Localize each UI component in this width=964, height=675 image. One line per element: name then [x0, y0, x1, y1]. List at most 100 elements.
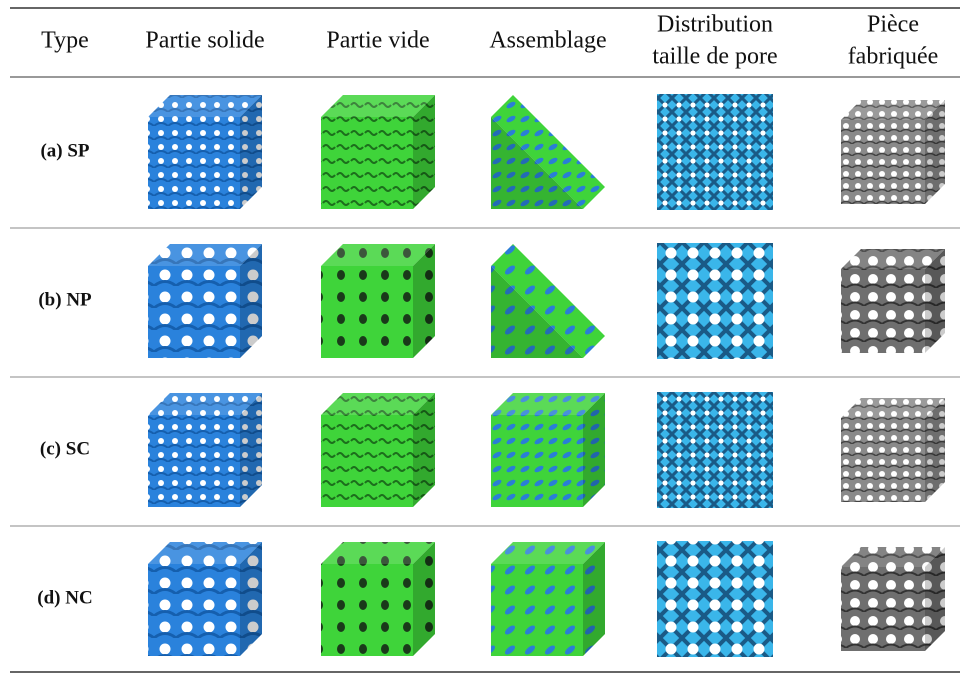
cube-side	[583, 542, 605, 656]
cube-front	[148, 117, 240, 209]
cube-front	[321, 266, 413, 358]
cube-front	[321, 117, 413, 209]
cube-image	[321, 542, 435, 656]
cube-image	[491, 244, 605, 358]
cube-side	[240, 244, 262, 358]
cube-side	[583, 393, 605, 507]
header-cell: Partie solide	[145, 28, 264, 54]
shade	[491, 266, 583, 358]
cube-top	[491, 542, 605, 564]
shade	[413, 393, 435, 507]
wedge-slope	[491, 95, 605, 209]
shade	[925, 398, 945, 502]
cube-image	[841, 398, 945, 502]
shade	[491, 542, 605, 564]
shade	[240, 542, 262, 656]
shade	[321, 542, 435, 564]
cube-top	[148, 244, 262, 266]
cube-side	[925, 249, 945, 353]
cube-top	[841, 249, 945, 269]
header-cell: Type	[41, 28, 89, 54]
cube-front	[491, 564, 583, 656]
wedge-slope	[491, 244, 605, 358]
cube-top	[148, 95, 262, 117]
pore-map	[657, 243, 773, 359]
cube-side	[413, 95, 435, 209]
cube-side	[413, 393, 435, 507]
cube-image	[148, 244, 262, 358]
cube-front	[841, 269, 925, 353]
cube-image	[491, 393, 605, 507]
pore-map	[657, 541, 773, 657]
cube-side	[240, 95, 262, 209]
shade	[148, 542, 262, 564]
shade	[321, 95, 435, 117]
shade	[583, 393, 605, 507]
shade	[240, 244, 262, 358]
pore-map	[657, 94, 773, 210]
shade	[841, 249, 945, 269]
cube-front	[148, 415, 240, 507]
cube-top	[491, 393, 605, 415]
pore-map	[657, 392, 773, 508]
shade	[925, 249, 945, 353]
cube-top	[148, 393, 262, 415]
header-cell: Assemblage	[489, 28, 606, 54]
cube-side	[413, 244, 435, 358]
cube-top	[321, 542, 435, 564]
header-cell: taille de pore	[652, 44, 777, 70]
shade	[925, 100, 945, 204]
cube-top	[321, 244, 435, 266]
row-label: (d) NC	[37, 587, 92, 608]
cube-side	[240, 393, 262, 507]
cube-image	[148, 542, 262, 656]
shade	[413, 542, 435, 656]
cube-front	[148, 564, 240, 656]
cube-image	[321, 244, 435, 358]
cube-top	[321, 393, 435, 415]
shade	[148, 244, 262, 266]
shade	[841, 398, 945, 418]
shade	[841, 100, 945, 120]
cube-side	[925, 398, 945, 502]
cube-side	[413, 542, 435, 656]
cube-image	[148, 393, 262, 507]
shade	[240, 393, 262, 507]
shade	[240, 95, 262, 209]
shade	[925, 547, 945, 651]
shade	[491, 393, 605, 415]
cube-image	[491, 95, 605, 209]
cube-top	[841, 100, 945, 120]
cube-image	[148, 95, 262, 209]
table-body: Type Partie solide Partie vide Assemblage Di…	[37, 12, 945, 657]
cube-front	[841, 120, 925, 204]
cube-top	[321, 95, 435, 117]
cube-image	[841, 100, 945, 204]
cube-side	[925, 547, 945, 651]
row-label: (b) NP	[38, 289, 92, 310]
cube-image	[321, 393, 435, 507]
cube-top	[841, 398, 945, 418]
row-label: (a) SP	[40, 140, 89, 161]
cube-side	[925, 100, 945, 204]
shade	[321, 244, 435, 266]
header-cell: fabriquée	[848, 44, 939, 70]
cube-front	[321, 415, 413, 507]
cube-front	[841, 418, 925, 502]
cube-front	[148, 266, 240, 358]
shade	[148, 393, 262, 415]
shade	[413, 244, 435, 358]
cube-image	[491, 542, 605, 656]
header-cell: Distribution	[657, 12, 773, 38]
header-cell: Partie vide	[326, 28, 429, 54]
shade	[413, 95, 435, 209]
cube-image	[841, 249, 945, 353]
cube-front	[841, 567, 925, 651]
row-label: (c) SC	[40, 438, 90, 459]
shade	[841, 547, 945, 567]
cube-top	[148, 542, 262, 564]
shade	[583, 542, 605, 656]
cube-front	[321, 564, 413, 656]
shade	[321, 393, 435, 415]
